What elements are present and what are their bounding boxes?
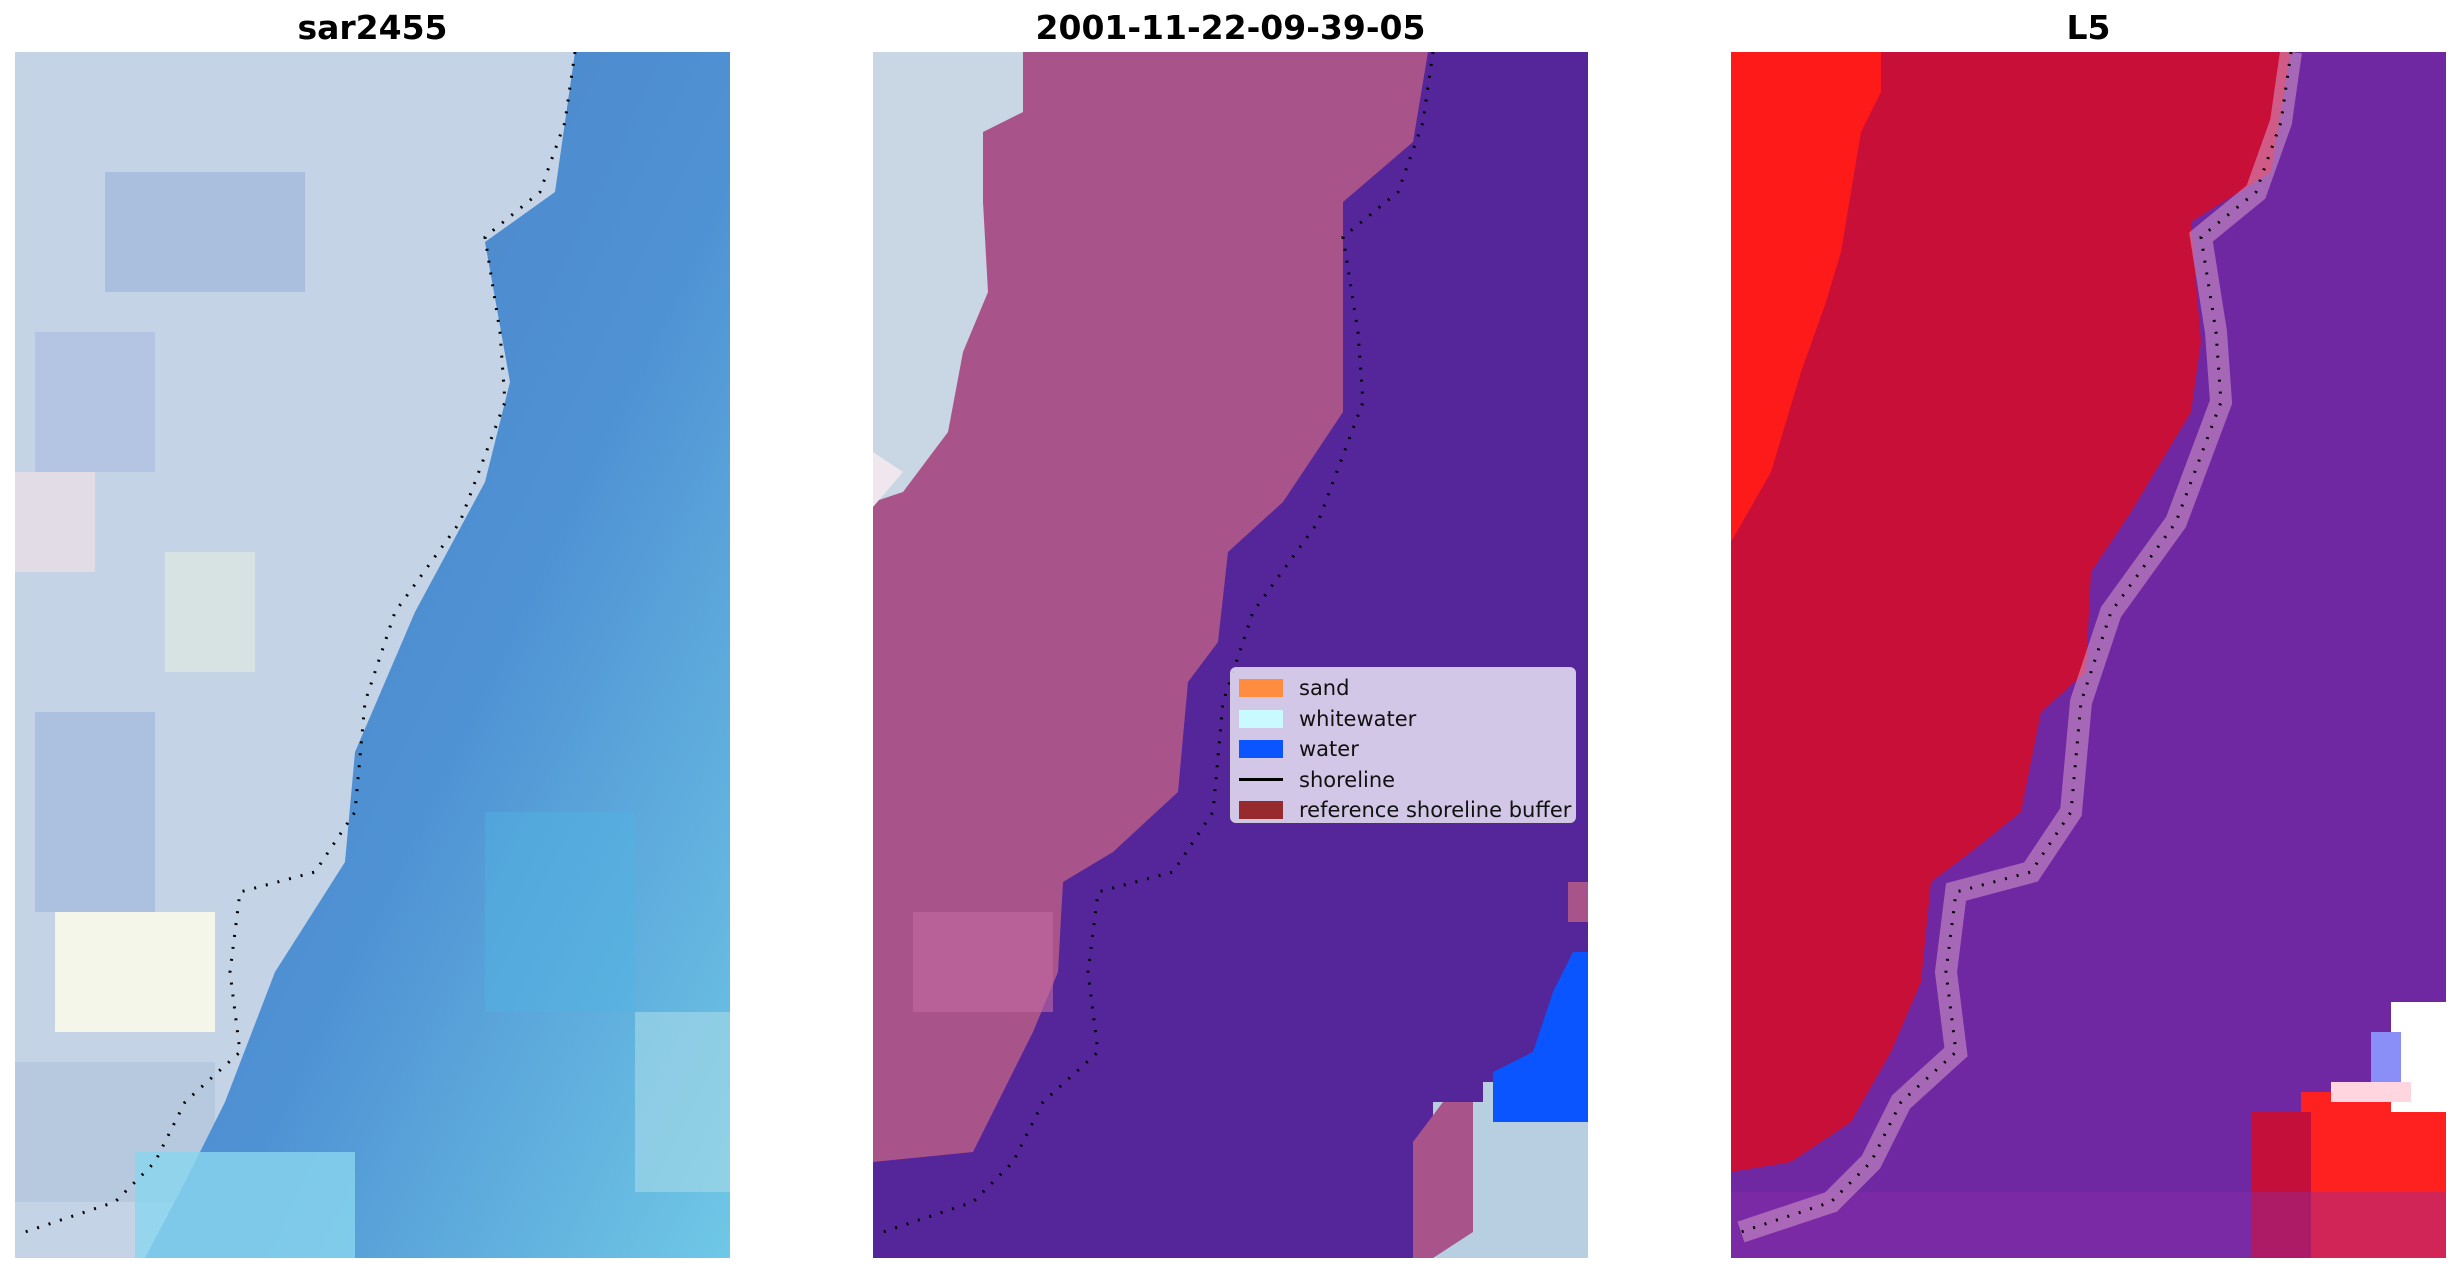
legend-item-whitewater: whitewater xyxy=(1239,704,1567,735)
legend-label: sand xyxy=(1299,676,1350,701)
legend: sand whitewater water shoreline referenc… xyxy=(1230,667,1576,823)
legend-item-shoreline: shoreline xyxy=(1239,765,1567,796)
legend-swatch xyxy=(1239,709,1283,728)
panel-title-index: L5 xyxy=(2066,8,2111,47)
classification-image xyxy=(873,52,1588,1258)
rgb-image-panel xyxy=(15,52,730,1258)
shoreline-dots xyxy=(24,52,577,1234)
legend-item-water: water xyxy=(1239,734,1567,765)
legend-swatch xyxy=(1239,801,1283,820)
legend-label: water xyxy=(1299,737,1359,762)
legend-swatch xyxy=(1239,778,1283,782)
shoreline-dots xyxy=(882,52,1435,1234)
legend-swatch xyxy=(1239,679,1283,698)
legend-item-sand: sand xyxy=(1239,673,1567,704)
index-image-panel xyxy=(1731,52,2446,1258)
legend-item-reference-shoreline-buffer: reference shoreline buffer xyxy=(1239,795,1571,826)
legend-label: reference shoreline buffer xyxy=(1299,798,1572,823)
panel-title-rgb: sar2455 xyxy=(297,8,448,47)
panel-title-classification: 2001-11-22-09-39-05 xyxy=(1035,8,1426,47)
classification-panel xyxy=(873,52,1588,1258)
rgb-image xyxy=(15,52,730,1258)
legend-swatch xyxy=(1239,740,1283,759)
legend-label: whitewater xyxy=(1299,706,1417,731)
legend-label: shoreline xyxy=(1299,767,1396,792)
index-image xyxy=(1731,52,2446,1258)
shoreline-dots xyxy=(1740,52,2293,1234)
